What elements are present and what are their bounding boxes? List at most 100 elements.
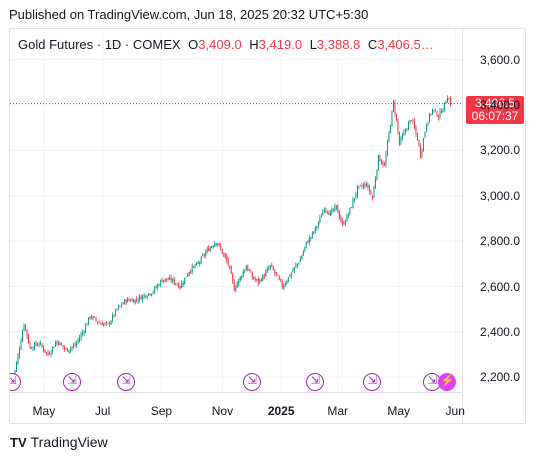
candle-body [76, 342, 78, 346]
candle-body [17, 354, 19, 364]
candle-body [68, 350, 70, 352]
legend-close-value: 3,406.5… [377, 37, 434, 52]
candle-body [370, 192, 372, 195]
candle-body [115, 309, 117, 316]
candle-body [407, 123, 409, 130]
candle-body [164, 278, 166, 281]
candle-body [277, 274, 279, 276]
time-tick-label: May [32, 404, 56, 418]
candle-body [148, 293, 150, 296]
candle-body [302, 251, 304, 256]
candle-body [49, 354, 51, 355]
candle-body [421, 149, 423, 157]
candle-body [439, 111, 441, 118]
candle-body [131, 299, 133, 302]
chart-plot-area[interactable]: Gold Futures · 1D · COMEX O3,409.0 H3,41… [10, 29, 462, 392]
candle-body [271, 265, 273, 267]
candle-body [188, 271, 190, 275]
candle-body [214, 243, 216, 247]
candle-body [395, 114, 397, 121]
candle-body [203, 254, 205, 256]
candle-body [326, 210, 328, 213]
candle-body [157, 284, 159, 288]
candle-body [416, 133, 418, 141]
candle-body [284, 283, 286, 286]
candle-body [359, 185, 361, 187]
candle-body [64, 346, 66, 349]
candle-body [154, 287, 156, 292]
candle-body [166, 278, 168, 280]
tradingview-brand[interactable]: TV TradingView [10, 434, 108, 450]
candle-body [130, 300, 132, 302]
candle-body [292, 270, 294, 272]
candle-body [67, 348, 69, 352]
candle-body [356, 186, 358, 196]
candle-body [194, 265, 196, 267]
candle-body [185, 276, 187, 278]
candle-body [244, 269, 246, 273]
split-event-icon[interactable]: ⇲ [363, 373, 382, 391]
candle-body [74, 344, 76, 346]
candle-body [44, 349, 46, 352]
candle-body [355, 194, 357, 198]
candle-body [449, 98, 451, 106]
candle-body [320, 216, 322, 218]
candle-body [398, 132, 400, 144]
split-event-icon[interactable]: ⇲ [63, 373, 82, 391]
candle-body [344, 221, 346, 225]
candle-body [368, 185, 370, 192]
candle-body [376, 169, 378, 180]
candle-body [178, 283, 180, 288]
candle-body [304, 246, 306, 251]
lightning-event-icon[interactable]: ⚡ [438, 373, 457, 391]
split-event-icon[interactable]: ⇲ [117, 373, 136, 391]
time-tick-label: May [387, 404, 411, 418]
split-event-icon[interactable]: ⇲ [423, 373, 442, 391]
time-tick-label: Jul [94, 404, 111, 418]
candle-body [103, 323, 105, 326]
candle-body [380, 160, 382, 164]
candle-body [371, 195, 373, 199]
candle-body [179, 286, 181, 288]
candle-body [386, 141, 388, 155]
candle-body [58, 341, 60, 345]
candle-body [173, 278, 175, 284]
candle-body [226, 256, 228, 261]
candle-body [181, 283, 183, 289]
candle-body [101, 323, 103, 326]
price-axis[interactable]: 3,406.5 06:07:37 3,600.0 3,400.0 3,200.0 3,… [462, 29, 526, 423]
time-tick-label: Mar [327, 404, 349, 418]
candle-body [209, 247, 211, 252]
candle-body [25, 324, 27, 329]
candle-body [428, 113, 430, 123]
brand-name: TradingView [30, 434, 108, 450]
candle-body [65, 348, 67, 350]
candle-body [296, 263, 298, 266]
candle-body [125, 300, 127, 303]
split-event-icon[interactable]: ⇲ [306, 373, 325, 391]
price-tick-label: 3,000.0 [479, 188, 520, 203]
candle-body [349, 207, 351, 214]
candle-body [19, 349, 21, 356]
candle-body [298, 262, 300, 265]
candle-body [193, 266, 195, 268]
legend-high-value: 3,419.0 [258, 37, 303, 52]
candle-body [170, 277, 172, 281]
candle-body [124, 299, 126, 304]
candle-body [365, 184, 367, 187]
candle-body [143, 295, 145, 297]
split-event-icon[interactable]: ⇲ [243, 373, 262, 391]
price-tick-label: 3,400.0 [479, 98, 520, 112]
time-axis[interactable]: May Jul Sep Nov 2025 Mar May Jun [10, 392, 465, 424]
candle-body [325, 208, 327, 211]
candle-body [364, 184, 366, 187]
candle-body [118, 306, 120, 309]
chart-frame[interactable]: Gold Futures · 1D · COMEX O3,409.0 H3,41… [9, 28, 526, 424]
candle-body [107, 322, 109, 324]
candle-body [151, 293, 153, 296]
candle-body [248, 269, 250, 271]
candle-body [232, 274, 234, 282]
candlestick-chart[interactable] [10, 29, 462, 392]
candle-body [202, 255, 204, 257]
time-tick-label: 2025 [267, 404, 295, 418]
